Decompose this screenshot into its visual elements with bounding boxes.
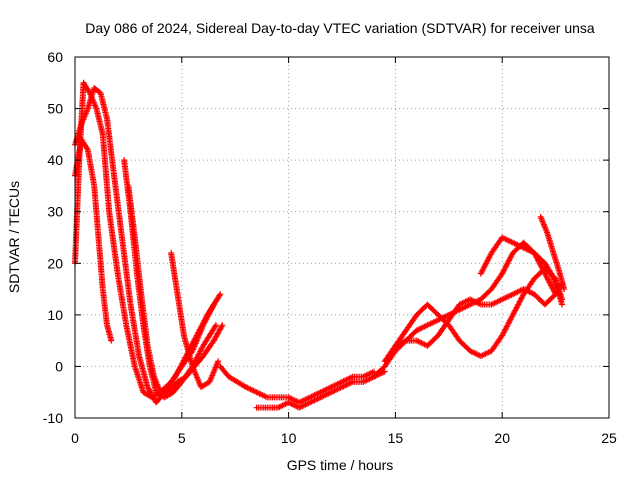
data-point — [216, 292, 223, 299]
y-tick-label: 10 — [47, 307, 63, 323]
y-tick-label: 0 — [55, 358, 63, 374]
plot-border — [74, 56, 610, 419]
y-tick-label: 50 — [47, 101, 63, 117]
series-2 — [72, 84, 224, 406]
data-point — [559, 301, 566, 308]
x-tick-label: 25 — [601, 430, 617, 446]
x-tick-label: 15 — [388, 430, 404, 446]
y-tick-label: 40 — [47, 152, 63, 168]
series-8 — [253, 368, 388, 411]
x-tick-label: 20 — [494, 430, 510, 446]
grid — [75, 57, 609, 418]
y-axis-label: SDTVAR / TECUs — [6, 181, 22, 293]
y-tick-label: 60 — [47, 49, 63, 65]
series-3 — [72, 136, 115, 344]
data-point — [219, 322, 226, 329]
series-11 — [392, 280, 566, 349]
series-7 — [217, 363, 378, 406]
x-tick-label: 10 — [281, 430, 297, 446]
series-6 — [168, 249, 222, 391]
x-tick-label: 0 — [71, 430, 79, 446]
data-point — [212, 323, 219, 330]
y-tick-label: -10 — [43, 410, 63, 426]
data-point — [215, 358, 222, 365]
series-13 — [537, 213, 568, 293]
data-point — [217, 291, 224, 298]
data-point — [561, 286, 568, 293]
data-point — [212, 322, 219, 329]
x-axis-label: GPS time / hours — [287, 457, 394, 473]
series-5 — [125, 182, 226, 396]
data-point — [108, 337, 115, 344]
y-tick-label: 30 — [47, 204, 63, 220]
tick-labels: 0 5 10 15 20 25 -10 0 10 20 30 40 50 60 — [43, 49, 617, 446]
y-tick-label: 20 — [47, 255, 63, 271]
axes — [74, 56, 610, 419]
chart-title: Day 086 of 2024, Sidereal Day-to-day VTE… — [85, 20, 595, 36]
x-tick-label: 5 — [178, 430, 186, 446]
data-points — [72, 79, 568, 411]
series-12 — [477, 234, 566, 308]
